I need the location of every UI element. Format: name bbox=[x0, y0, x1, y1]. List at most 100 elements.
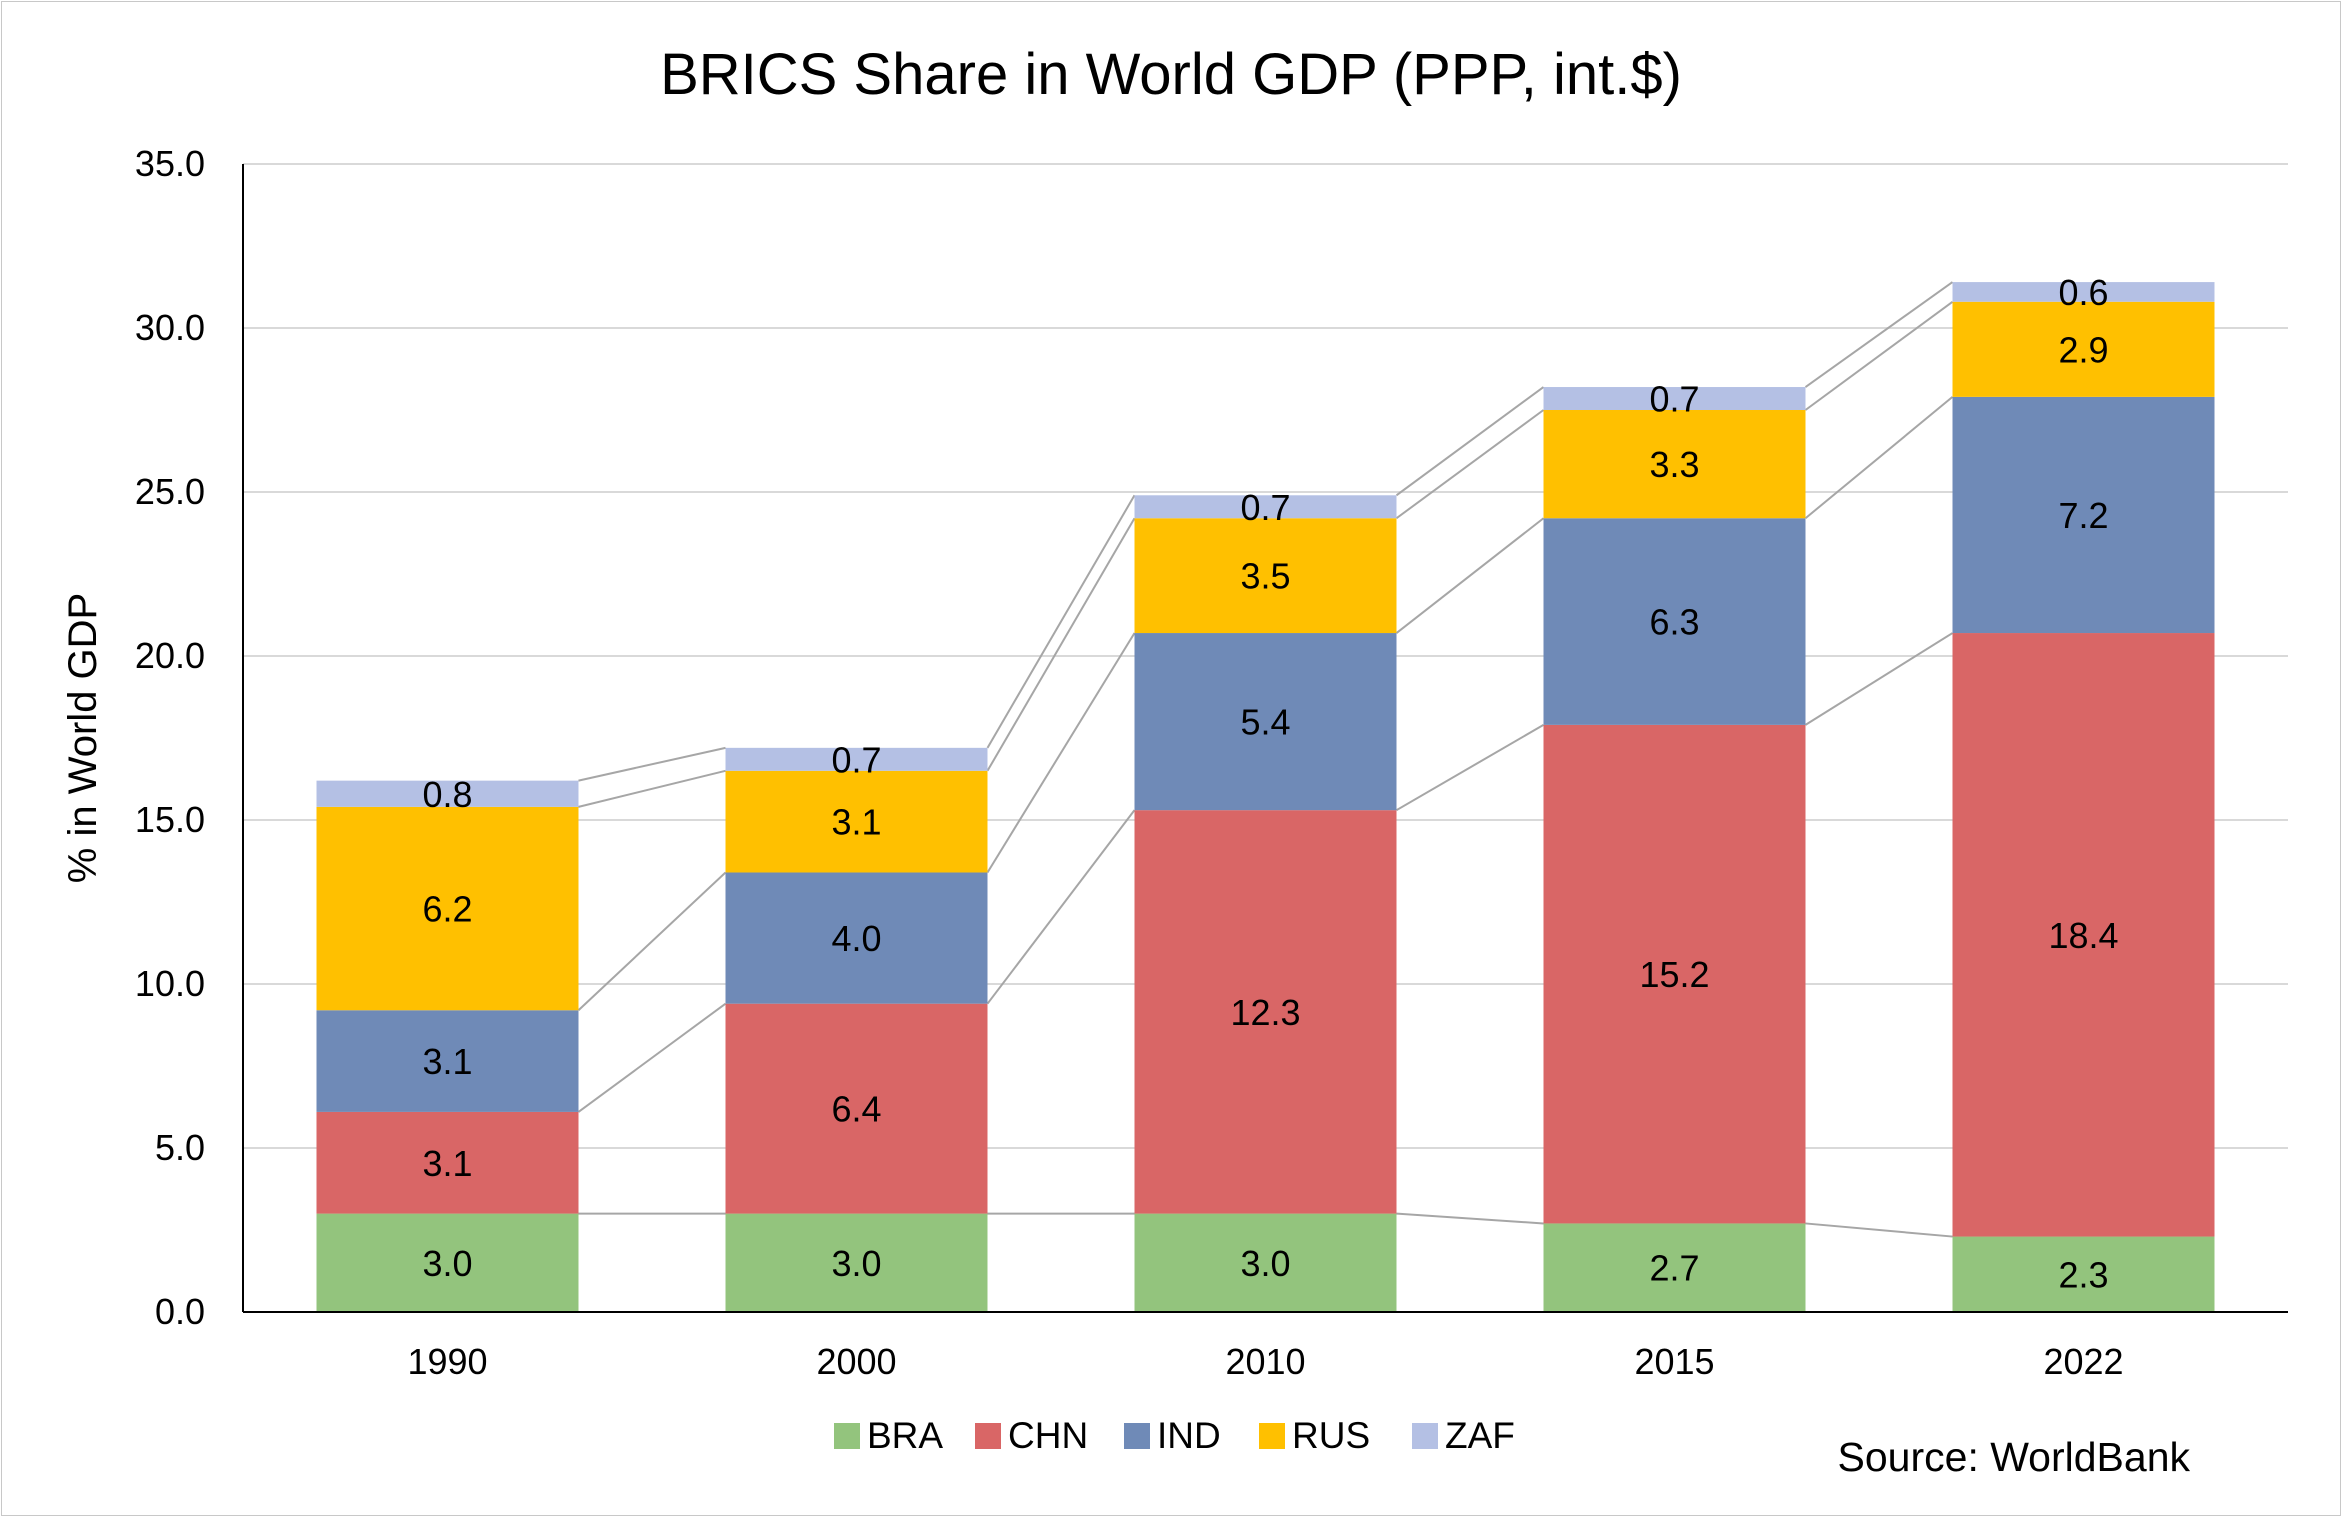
data-label-ind-2022: 7.2 bbox=[2058, 495, 2108, 536]
bar-zaf-2015 bbox=[1543, 387, 1806, 410]
legend-swatch-chn bbox=[975, 1423, 1001, 1449]
data-label-rus-1990: 6.2 bbox=[422, 889, 472, 930]
bar-chn-1990 bbox=[316, 1111, 579, 1214]
x-tick-label: 2000 bbox=[816, 1341, 896, 1382]
bar-zaf-2010 bbox=[1134, 495, 1397, 519]
bar-rus-2015 bbox=[1543, 410, 1806, 519]
data-label-chn-2022: 18.4 bbox=[2048, 915, 2118, 956]
legend-label-rus: RUS bbox=[1292, 1415, 1370, 1456]
data-label-ind-2015: 6.3 bbox=[1649, 602, 1699, 643]
connector-line bbox=[1395, 517, 1545, 634]
bar-zaf-2022 bbox=[1952, 282, 2215, 302]
legend-label-ind: IND bbox=[1157, 1415, 1221, 1456]
data-label-bra-2015: 2.7 bbox=[1649, 1248, 1699, 1289]
connector-line bbox=[1395, 409, 1545, 520]
connector-line bbox=[1804, 281, 1954, 388]
data-label-rus-2010: 3.5 bbox=[1240, 556, 1290, 597]
x-tick-label: 2015 bbox=[1634, 1341, 1714, 1382]
data-label-zaf-2015: 0.7 bbox=[1649, 379, 1699, 420]
bar-rus-2010 bbox=[1134, 518, 1397, 634]
legend-label-bra: BRA bbox=[867, 1415, 943, 1456]
connector-line bbox=[986, 809, 1136, 1005]
data-label-bra-2022: 2.3 bbox=[2058, 1254, 2108, 1295]
bar-zaf-2000 bbox=[725, 747, 988, 771]
y-tick-label: 20.0 bbox=[135, 635, 205, 676]
data-label-chn-1990: 3.1 bbox=[422, 1143, 472, 1184]
bar-chn-2022 bbox=[1952, 633, 2215, 1237]
bar-ind-1990 bbox=[316, 1010, 579, 1112]
y-axis-ticks: 0.0 5.0 10.0 15.0 20.0 25.0 30.0 35.0 bbox=[135, 143, 205, 1332]
bar-ind-2022 bbox=[1952, 396, 2215, 634]
bar-bra-2000 bbox=[725, 1213, 988, 1312]
bar-ind-2015 bbox=[1543, 518, 1806, 725]
bar-bra-2015 bbox=[1543, 1223, 1806, 1312]
legend-swatch-rus bbox=[1259, 1423, 1285, 1449]
x-tick-label: 1990 bbox=[407, 1341, 487, 1382]
bar-bra-2022 bbox=[1952, 1236, 2215, 1312]
bar-chn-2015 bbox=[1543, 724, 1806, 1224]
y-tick-label: 5.0 bbox=[155, 1127, 205, 1168]
x-tick-label: 2010 bbox=[1225, 1341, 1305, 1382]
y-tick-label: 10.0 bbox=[135, 963, 205, 1004]
connector-line bbox=[1396, 1212, 1544, 1225]
connector-line bbox=[577, 1002, 727, 1113]
connector-line bbox=[1804, 632, 1954, 726]
bar-rus-2000 bbox=[725, 770, 988, 873]
connector-line bbox=[1804, 300, 1954, 411]
bar-data-labels: 3.0 3.1 3.1 6.2 0.8 3.0 6.4 4.0 3.1 0.7 3.0 12.3 5.4… bbox=[422, 272, 2118, 1295]
legend-label-zaf: ZAF bbox=[1445, 1415, 1515, 1456]
data-label-bra-2000: 3.0 bbox=[831, 1243, 881, 1284]
bar-ind-2000 bbox=[725, 872, 988, 1004]
data-label-chn-2000: 6.4 bbox=[831, 1089, 881, 1130]
connector-line bbox=[577, 871, 727, 1011]
data-label-rus-2022: 2.9 bbox=[2058, 329, 2108, 370]
bar-ind-2010 bbox=[1134, 633, 1397, 811]
x-tick-label: 2022 bbox=[2043, 1341, 2123, 1382]
axes bbox=[242, 164, 2288, 1313]
bar-rus-2022 bbox=[1952, 301, 2215, 397]
legend: BRA CHN IND RUS ZAF bbox=[834, 1415, 1515, 1456]
data-label-bra-2010: 3.0 bbox=[1240, 1243, 1290, 1284]
data-label-ind-2010: 5.4 bbox=[1240, 702, 1290, 743]
data-label-ind-2000: 4.0 bbox=[831, 918, 881, 959]
bar-bra-1990 bbox=[316, 1213, 579, 1312]
y-tick-label: 35.0 bbox=[135, 143, 205, 184]
bar-rus-1990 bbox=[316, 806, 579, 1011]
y-tick-label: 25.0 bbox=[135, 471, 205, 512]
y-tick-label: 0.0 bbox=[155, 1291, 205, 1332]
connector-line bbox=[1395, 724, 1545, 812]
data-label-zaf-2000: 0.7 bbox=[831, 739, 881, 780]
data-label-bra-1990: 3.0 bbox=[422, 1243, 472, 1284]
legend-swatch-ind bbox=[1124, 1423, 1150, 1449]
x-axis-ticks: 1990 2000 2010 2015 2022 bbox=[407, 1341, 2123, 1382]
data-label-ind-1990: 3.1 bbox=[422, 1041, 472, 1082]
legend-swatch-bra bbox=[834, 1423, 860, 1449]
y-tick-label: 30.0 bbox=[135, 307, 205, 348]
data-label-zaf-2022: 0.6 bbox=[2058, 272, 2108, 313]
data-label-chn-2015: 15.2 bbox=[1639, 954, 1709, 995]
connector-line bbox=[986, 494, 1136, 749]
bars bbox=[316, 282, 2215, 1312]
gridlines bbox=[243, 163, 2288, 1149]
connector-line bbox=[578, 769, 726, 808]
chart-title: BRICS Share in World GDP (PPP, int.$) bbox=[660, 42, 1682, 107]
bar-chn-2000 bbox=[725, 1003, 988, 1214]
data-label-rus-2000: 3.1 bbox=[831, 802, 881, 843]
legend-label-chn: CHN bbox=[1008, 1415, 1088, 1456]
bar-zaf-1990 bbox=[316, 780, 579, 807]
connector-line bbox=[1395, 386, 1545, 497]
series-connector-lines bbox=[577, 281, 1954, 1238]
data-label-zaf-1990: 0.8 bbox=[422, 774, 472, 815]
connector-line bbox=[1805, 1222, 1953, 1238]
connector-line bbox=[1804, 396, 1954, 520]
bar-bra-2010 bbox=[1134, 1213, 1397, 1312]
connector-line bbox=[578, 746, 726, 782]
y-axis-label: % in World GDP bbox=[61, 593, 105, 883]
connector-line bbox=[986, 517, 1136, 772]
data-label-zaf-2010: 0.7 bbox=[1240, 487, 1290, 528]
y-tick-label: 15.0 bbox=[135, 799, 205, 840]
legend-swatch-zaf bbox=[1412, 1423, 1438, 1449]
connector-line bbox=[986, 632, 1136, 874]
source-note: Source: WorldBank bbox=[1838, 1434, 2191, 1480]
